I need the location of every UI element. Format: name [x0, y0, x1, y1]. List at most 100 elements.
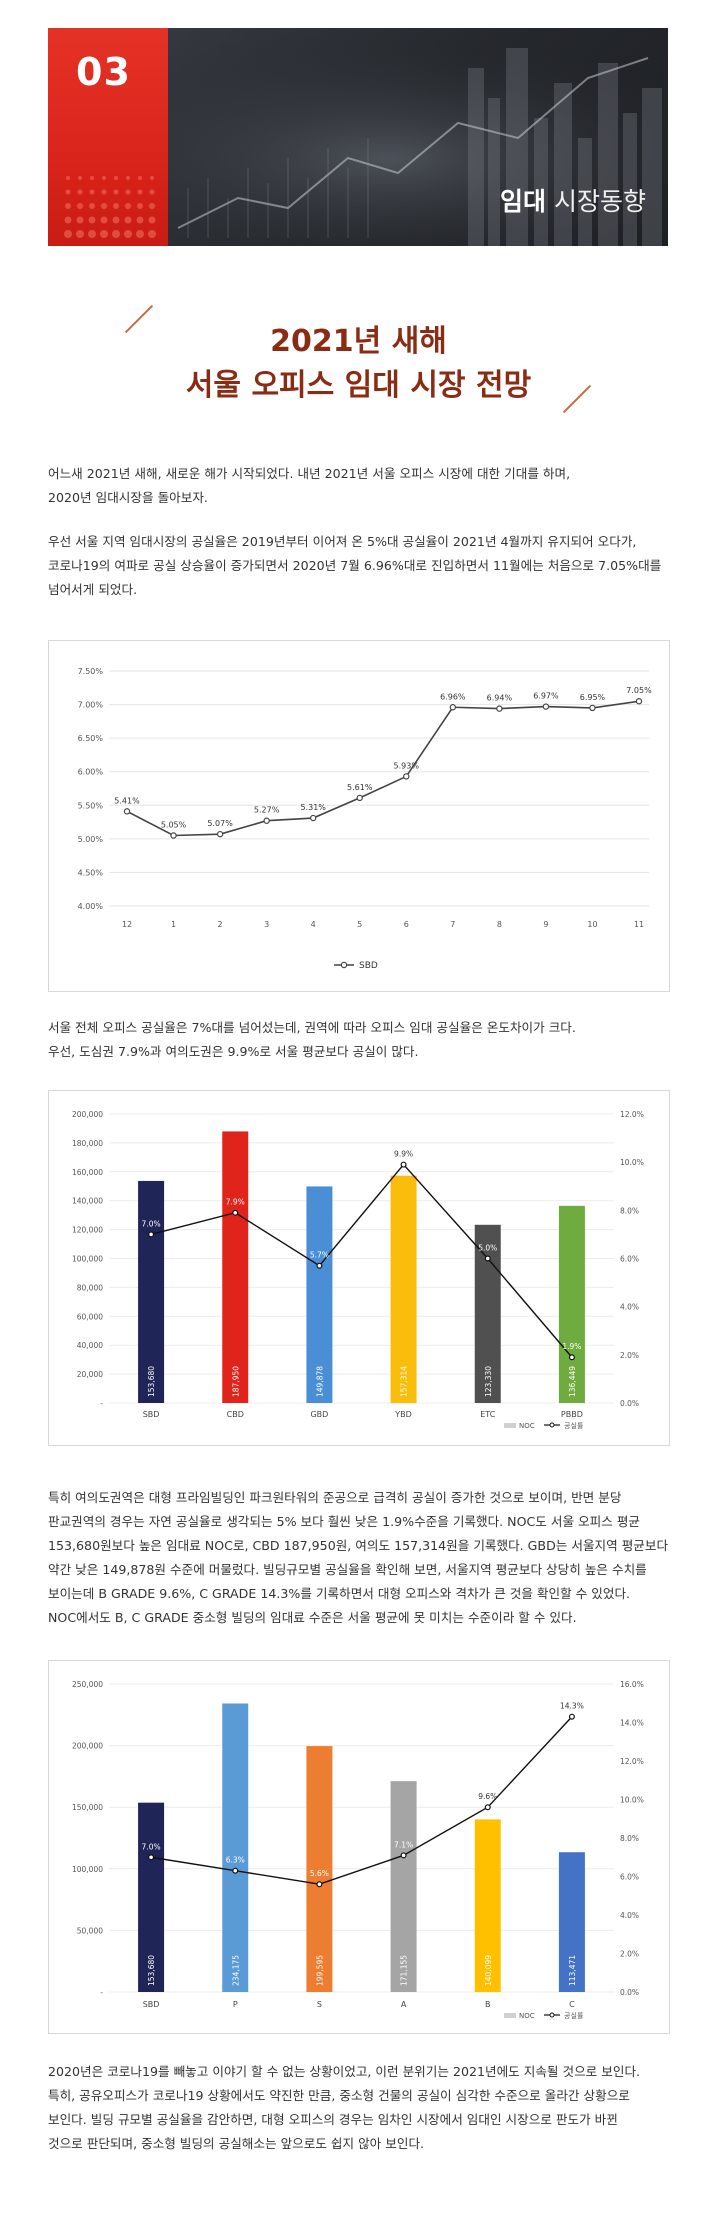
- y-tick-label-left: -: [100, 1988, 103, 1997]
- y-tick-label: 6.00%: [78, 768, 104, 777]
- y-tick-label-left: 50,000: [77, 1926, 103, 1935]
- data-label: 5.41%: [114, 796, 140, 805]
- x-tick-label: GBD: [310, 1410, 328, 1419]
- bar-value-label: 187,950: [231, 1366, 240, 1397]
- data-point: [496, 705, 503, 712]
- bar: [558, 1852, 585, 1992]
- vacancy-point: [484, 1804, 491, 1811]
- y-tick-label-right: 0.0%: [620, 1988, 639, 1997]
- y-tick-label-right: 6.0%: [620, 1255, 639, 1264]
- y-tick-label-right: 2.0%: [620, 1950, 639, 1959]
- x-tick-label: 2: [218, 920, 223, 929]
- bar-value-label: 113,471: [568, 1955, 577, 1986]
- y-tick-label: 4.00%: [78, 902, 104, 911]
- bar-value-label: 171,155: [400, 1955, 409, 1986]
- data-label: 6.94%: [487, 694, 513, 703]
- data-label: 5.31%: [300, 803, 326, 812]
- bar-value-label: 199,595: [315, 1955, 324, 1986]
- data-label: 6.95%: [580, 693, 606, 702]
- x-tick-label: S: [317, 2000, 322, 2009]
- paragraph-line: 우선, 도심권 7.9%과 여의도권은 9.9%로 서울 평균보다 공실이 많다…: [48, 1044, 419, 1059]
- y-tick-label-left: 40,000: [77, 1341, 103, 1350]
- vacancy-label: 7.0%: [142, 1842, 161, 1851]
- paragraph-line: 153,680원보다 높은 임대료 NOC로, CBD 187,950원, 여의…: [48, 1538, 669, 1553]
- paragraph-line: 2020년은 코로나19를 빼놓고 이야기 할 수 없는 상황이었고, 이런 분…: [48, 2064, 641, 2079]
- legend-label-noc: NOC: [519, 1422, 535, 1430]
- y-tick-label-right: 10.0%: [620, 1158, 644, 1167]
- vacancy-point: [400, 1161, 407, 1168]
- banner-red-block: [48, 28, 168, 246]
- y-tick-label-left: 140,000: [72, 1197, 103, 1206]
- y-tick-label-left: 160,000: [72, 1168, 103, 1177]
- bar-value-label: 153,680: [147, 1366, 156, 1397]
- chart-grade-noc: - 50,000 100,000 150,000 200,000 250,000 0.0% 2…: [48, 1660, 670, 2034]
- vacancy-point: [316, 1881, 323, 1888]
- vacancy-label: 5.0%: [478, 1244, 497, 1253]
- y-tick-label: 5.00%: [78, 835, 104, 844]
- data-point: [449, 704, 457, 711]
- y-tick-label: 7.50%: [78, 667, 104, 676]
- vacancy-line: [150, 1163, 573, 1358]
- bar-value-label: 157,314: [400, 1366, 409, 1397]
- bar: [138, 1180, 165, 1403]
- section-label: 임대 시장동향: [500, 182, 646, 218]
- x-tick-label: PBBD: [561, 1410, 583, 1419]
- bar: [474, 1224, 501, 1403]
- vacancy-label: 9.6%: [478, 1792, 497, 1801]
- data-label: 5.27%: [254, 806, 280, 815]
- paragraph-line: 특히, 공유오피스가 코로나19 상황에서도 약진한 만큼, 중소형 건물의 공…: [48, 2088, 630, 2103]
- title-line-1: 2021년 새해: [270, 324, 447, 359]
- y-tick-label-left: 100,000: [72, 1865, 103, 1874]
- vacancy-point: [316, 1262, 323, 1269]
- vacancy-point: [400, 1852, 407, 1859]
- legend-marker-icon: [549, 2012, 555, 2018]
- x-tick-label: 1: [171, 920, 176, 929]
- bar-value-label: 136,449: [568, 1366, 577, 1397]
- data-label: 5.07%: [207, 819, 233, 828]
- vacancy-point: [232, 1209, 239, 1216]
- y-tick-label-right: 0.0%: [620, 1399, 639, 1408]
- section-label-rest: 시장동향: [546, 187, 646, 216]
- paragraph-line: 보이는데 B GRADE 9.6%, C GRADE 14.3%를 기록하면서 …: [48, 1586, 631, 1601]
- paragraph-line: 보인다. 빌딩 규모별 공실율을 감안하면, 대형 오피스의 경우는 임차인 시…: [48, 2112, 618, 2127]
- bar: [222, 1131, 249, 1403]
- data-point: [589, 704, 596, 712]
- data-label: 5.61%: [347, 783, 373, 792]
- paragraph-line: NOC에서도 B, C GRADE 중소형 빌딩의 임대료 수준은 서울 평균에…: [48, 1610, 577, 1625]
- paragraph-line: 서울 전체 오피스 공실율은 7%대를 넘어섰는데, 권역에 따라 오피스 임대…: [48, 1020, 576, 1035]
- vacancy-label: 9.9%: [394, 1150, 413, 1159]
- bar-value-label: 153,680: [147, 1955, 156, 1986]
- y-tick-label-left: 180,000: [72, 1139, 103, 1148]
- legend-label: SBD: [359, 961, 378, 971]
- x-tick-label: 6: [404, 920, 409, 929]
- x-tick-label: B: [485, 2000, 491, 2009]
- data-point: [170, 832, 177, 839]
- section-banner: 03 임대 시장동향: [48, 28, 668, 246]
- data-label: 5.05%: [161, 821, 187, 830]
- vacancy-line: [150, 1716, 573, 1885]
- bar: [222, 1703, 249, 1992]
- x-tick-label: SBD: [143, 1410, 160, 1419]
- paragraph-line: 어느새 2021년 새해, 새로운 해가 시작되었다. 내년 2021년 서울 …: [48, 466, 571, 481]
- paragraph-vacancy-trend: 우선 서울 지역 임대시장의 공실율은 2019년부터 이어져 온 5%대 공실…: [48, 530, 670, 602]
- vacancy-point: [232, 1867, 239, 1874]
- y-tick-label-left: 120,000: [72, 1226, 103, 1235]
- x-tick-label: 11: [634, 920, 644, 929]
- x-tick-label: SBD: [143, 2000, 160, 2009]
- paragraph-line: 넘어서게 되었다.: [48, 582, 138, 597]
- vacancy-label: 5.6%: [310, 1869, 329, 1878]
- paragraph-ybd-analysis: 특히 여의도권역은 대형 프라임빌딩인 파크원타워의 준공으로 급격히 공실이 …: [48, 1486, 670, 1630]
- y-tick-label-left: 60,000: [77, 1312, 103, 1321]
- banner-dot-pattern: [64, 176, 156, 238]
- y-tick-label-right: 16.0%: [620, 1680, 644, 1689]
- x-tick-label: 10: [587, 920, 597, 929]
- paragraph-line: 2020년 임대시장을 돌아보자.: [48, 490, 208, 505]
- data-point: [403, 773, 410, 780]
- x-tick-label: 4: [311, 920, 316, 929]
- data-label: 7.05%: [626, 686, 652, 695]
- x-tick-label: 8: [497, 920, 502, 929]
- vacancy-point: [568, 1354, 575, 1361]
- chart-regional-noc-svg: - 20,000 40,000 60,000 80,000 100,000 120,000 1…: [72, 1110, 644, 1430]
- vacancy-point: [568, 1713, 575, 1720]
- y-tick-label: 7.00%: [78, 701, 104, 710]
